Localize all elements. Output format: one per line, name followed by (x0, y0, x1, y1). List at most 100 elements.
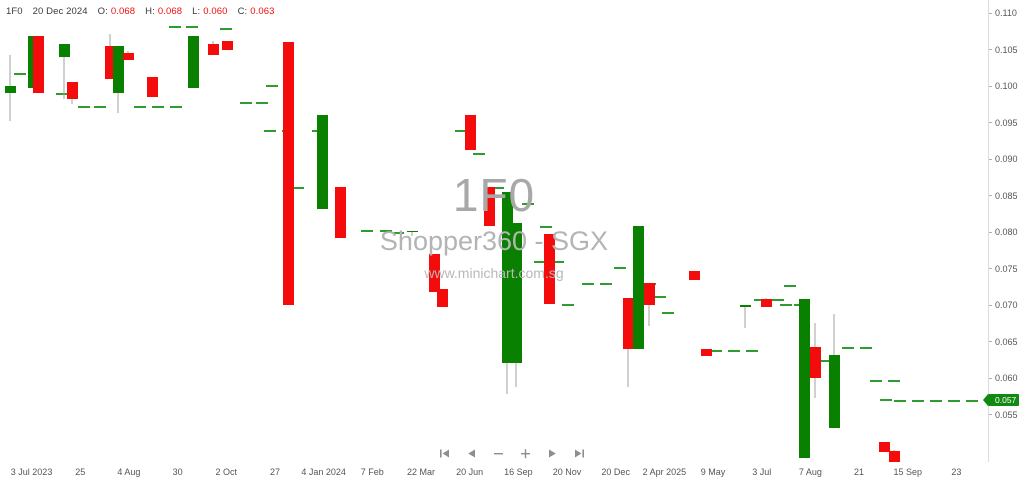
candlestick (282, 0, 294, 462)
price-level-dash (966, 399, 978, 402)
price-tick-label: 0.055 (995, 409, 1018, 420)
date-tick-label: 4 Jan 2024 (301, 467, 346, 477)
price-tick: 0.100 (989, 80, 1024, 92)
date-tick-label: 2 Oct (215, 467, 238, 477)
candlestick (316, 0, 328, 462)
price-level-dash (818, 359, 830, 362)
go-to-end-button[interactable] (573, 447, 586, 460)
header-date: 20 Dec 2024 (32, 5, 88, 17)
candlestick (406, 0, 418, 462)
candlestick (798, 0, 810, 462)
price-level-dash (522, 202, 534, 205)
candle-body (221, 40, 233, 50)
tick-mark-icon (989, 158, 992, 160)
zoom-in-button[interactable] (519, 447, 532, 460)
price-level-dash (710, 350, 722, 353)
date-axis[interactable]: 3 Jul 2023 25 4 Aug 30 2 Oct 27 4 Jan 2024 7 Fe… (0, 462, 988, 484)
zoom-out-button[interactable] (492, 447, 505, 460)
date-tick-label: 20 Jun (456, 467, 484, 477)
price-tick-label: 0.075 (995, 263, 1018, 274)
price-axis[interactable]: 0.057 0.110 0.105 0.100 0.095 0.090 0.085 0.08… (982, 0, 1024, 462)
date-tick-label: 9 May (700, 467, 726, 477)
price-level-dash (888, 379, 900, 382)
candle-body (58, 43, 70, 57)
chart-nav-toolbar[interactable] (438, 447, 586, 460)
candlestick (4, 0, 16, 462)
last-price-badge: 0.057 (982, 393, 1020, 406)
candlestick (122, 0, 134, 462)
price-tick-label: 0.085 (995, 190, 1018, 201)
candlestick (809, 0, 821, 462)
price-tick: 0.080 (989, 226, 1024, 238)
candlestick (760, 0, 772, 462)
candle-body (122, 52, 134, 60)
header-low-value: 0.060 (203, 5, 228, 17)
candlestick (483, 0, 495, 462)
price-tick-label: 0.105 (995, 44, 1018, 55)
price-level-dash (169, 26, 181, 29)
candle-body (878, 442, 890, 453)
candlestick (187, 0, 199, 462)
price-level-dash (392, 232, 404, 235)
price-level-dash (473, 153, 485, 156)
candlestick (828, 0, 840, 462)
header-open-value: 0.068 (110, 5, 136, 17)
price-level-dash (582, 283, 594, 286)
price-level-dash (552, 261, 564, 264)
candlestick (58, 0, 70, 462)
price-level-dash (492, 186, 504, 189)
candle-body (428, 253, 440, 292)
go-to-start-button[interactable] (438, 447, 451, 460)
tick-mark-icon (989, 268, 992, 270)
header-symbol: 1F0 (6, 5, 23, 17)
price-level-dash (186, 26, 198, 29)
date-tick-label: 23 (951, 467, 962, 477)
candlestick (66, 0, 78, 462)
price-tick-label: 0.065 (995, 336, 1018, 347)
tick-mark-icon (989, 414, 992, 416)
candlestick (632, 0, 644, 462)
price-tick: 0.110 (989, 7, 1024, 19)
candle-body (334, 186, 346, 238)
step-back-button[interactable] (465, 447, 478, 460)
date-tick-label: 27 (269, 467, 280, 477)
candle-body (207, 43, 219, 56)
candle-body (146, 77, 158, 98)
candlestick (32, 0, 44, 462)
candle-body (501, 191, 513, 364)
candle-body (104, 45, 116, 79)
candlestick (510, 0, 522, 462)
candlestick (643, 0, 655, 462)
tick-mark-icon (989, 122, 992, 124)
price-tick: 0.065 (989, 336, 1024, 348)
price-level-dash (240, 102, 252, 105)
candlestick (428, 0, 440, 462)
step-forward-button[interactable] (546, 447, 559, 460)
price-level-dash (894, 399, 906, 402)
price-tick-label: 0.070 (995, 300, 1018, 311)
price-level-dash (912, 399, 924, 402)
date-tick-label: 30 (172, 467, 183, 477)
plot-area[interactable]: 1F0 Shopper360 - SGX www.minichart.com.s… (0, 0, 988, 462)
price-tick-label: 0.110 (995, 8, 1017, 19)
price-level-dash (14, 72, 26, 75)
candle-body (510, 223, 522, 364)
price-tick-label: 0.060 (995, 373, 1018, 384)
price-level-dash (842, 347, 854, 350)
price-tick: 0.095 (989, 117, 1024, 129)
candle-body (828, 354, 840, 428)
price-level-dash (614, 267, 626, 270)
candle-body (688, 270, 700, 280)
candle-body (464, 115, 476, 151)
price-level-dash (772, 299, 784, 302)
candle-body (406, 230, 418, 233)
header-close-value: 0.063 (250, 5, 275, 17)
price-level-dash (264, 129, 276, 132)
price-tick: 0.070 (989, 299, 1024, 311)
candlestick (688, 0, 700, 462)
price-level-dash (134, 105, 146, 108)
header-high-label: H: (145, 5, 155, 17)
date-tick-label: 25 (75, 467, 86, 477)
tick-mark-icon (989, 49, 992, 51)
